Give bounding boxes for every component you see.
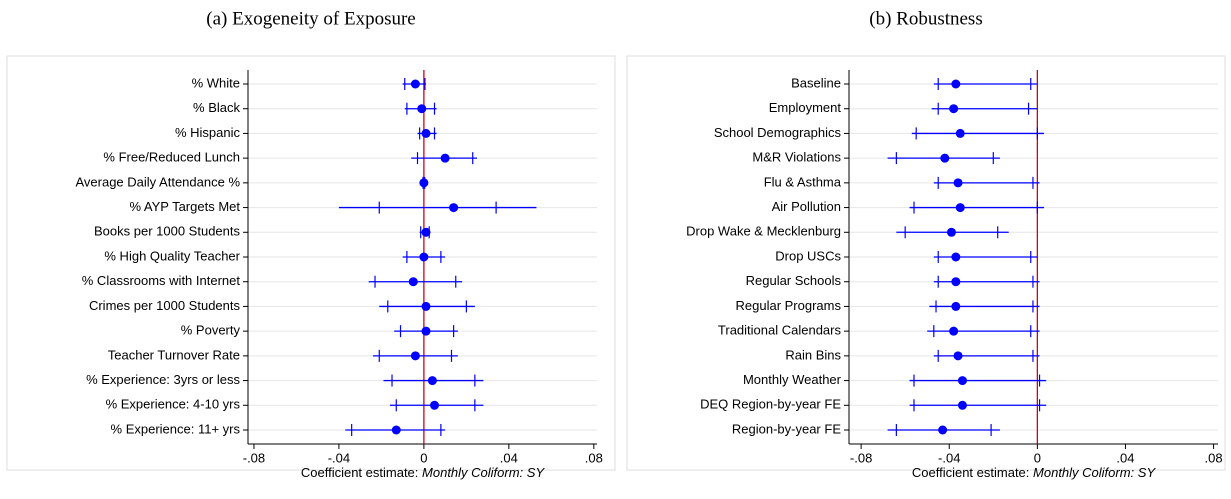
x-axis-label-text: Coefficient estimate: [301,465,419,480]
y-tick-label: Employment [769,100,842,115]
point-estimate [421,227,431,237]
panel-frame [626,55,1226,471]
point-estimate [957,376,967,386]
y-tick-label: School Demographics [714,125,842,140]
x-tick-label: -.04 [938,450,960,465]
point-estimate [953,178,963,188]
y-tick-label: % Black [193,100,240,115]
x-tick-label: -.08 [243,450,265,465]
y-tick-label: Drop USCs [775,248,841,263]
x-axis-label: Coefficient estimate: Monthly Coliform: … [912,465,1157,480]
y-tick-label: M&R Violations [752,150,841,165]
x-tick-label: .04 [1116,450,1134,465]
y-tick-label: % Experience: 4-10 yrs [106,397,241,412]
y-tick-label: Traditional Calendars [718,323,842,338]
y-tick-label: Regular Schools [746,273,842,288]
point-estimate [417,104,427,114]
point-estimate [421,326,431,336]
x-tick-label: -.08 [850,450,872,465]
y-tick-label: Regular Programs [736,298,842,313]
point-estimate [955,203,965,213]
point-estimate [951,301,961,311]
point-estimate [427,376,437,386]
point-estimate [421,128,431,138]
y-tick-label: Average Daily Attendance % [75,174,240,189]
point-estimate [408,277,418,287]
y-tick-label: % AYP Targets Met [129,199,240,214]
y-tick-label: Drop Wake & Mecklenburg [686,224,841,239]
y-tick-label: % Classrooms with Internet [82,273,241,288]
y-tick-label: Region-by-year FE [732,421,841,436]
x-axis-label-text: Coefficient estimate: [912,465,1030,480]
x-axis-label: Coefficient estimate: Monthly Coliform: … [301,465,546,480]
point-estimate [419,252,429,262]
point-estimate [951,277,961,287]
panel-frame [6,55,616,471]
y-tick-label: % High Quality Teacher [104,248,240,263]
y-tick-label: % White [192,75,240,90]
y-tick-label: % Experience: 3yrs or less [86,372,240,387]
point-estimate [940,153,950,163]
y-tick-label: Flu & Asthma [764,174,842,189]
point-estimate [421,301,431,311]
point-estimate [951,252,961,262]
y-tick-label: Baseline [791,75,841,90]
point-estimate [953,351,963,361]
point-estimate [938,425,948,435]
x-tick-label: .08 [585,450,603,465]
point-estimate [430,400,440,410]
point-estimate [391,425,401,435]
y-tick-label: Books per 1000 Students [94,224,240,239]
chart-title: (b) Robustness [869,8,982,29]
y-tick-label: Crimes per 1000 Students [89,298,241,313]
y-tick-label: % Hispanic [175,125,241,140]
x-axis-label-italic: Monthly Coliform: SY [1033,465,1156,480]
x-tick-label: -.04 [328,450,350,465]
point-estimate [440,153,450,163]
y-tick-label: Rain Bins [785,347,841,362]
point-estimate [951,79,961,89]
y-tick-label: Teacher Turnover Rate [108,347,240,362]
point-estimate [410,79,420,89]
point-estimate [949,104,959,114]
x-tick-label: .04 [500,450,518,465]
chart-title: (a) Exogeneity of Exposure [206,8,415,29]
point-estimate [949,326,959,336]
y-tick-label: % Poverty [181,323,241,338]
point-estimate [449,203,459,213]
y-tick-label: Air Pollution [772,199,841,214]
y-tick-label: DEQ Region-by-year FE [700,397,841,412]
point-estimate [957,400,967,410]
point-estimate [955,128,965,138]
x-tick-label: 0 [1034,450,1041,465]
point-estimate [410,351,420,361]
y-tick-label: Monthly Weather [743,372,842,387]
y-tick-label: % Free/Reduced Lunch [103,150,240,165]
y-tick-label: % Experience: 11+ yrs [111,421,241,436]
x-axis-label-italic: Monthly Coliform: SY [422,465,545,480]
point-estimate [946,227,956,237]
x-tick-label: 0 [420,450,427,465]
point-estimate [419,178,429,188]
x-tick-label: .08 [1205,450,1223,465]
